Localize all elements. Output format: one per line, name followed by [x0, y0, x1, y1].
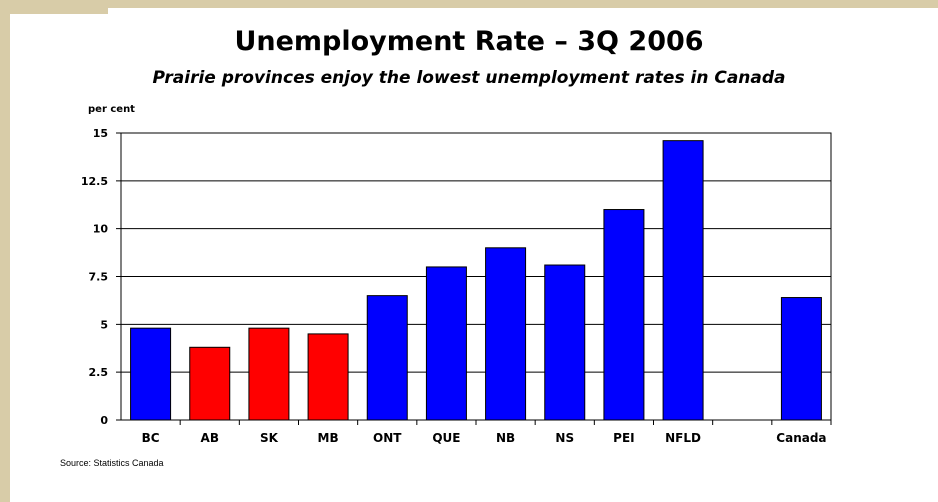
x-category-label: Canada: [776, 431, 826, 445]
bar-mb: [307, 333, 349, 421]
bar-pei: [603, 209, 645, 421]
bar-bc: [130, 327, 172, 421]
y-tick-label: 5: [100, 318, 108, 331]
bar-nb: [485, 247, 527, 421]
y-tick-label: 7.5: [89, 271, 109, 284]
x-category-label: QUE: [432, 431, 460, 445]
plot-area-frame: [120, 132, 832, 421]
x-category-labels: BC AB SK MB ONT QUE NB NS PEI NFLD Canada: [142, 431, 827, 445]
y-axis-unit-label: per cent: [88, 104, 135, 115]
y-tick-label: 12.5: [81, 175, 108, 188]
chart-title: Unemployment Rate – 3Q 2006: [234, 26, 704, 57]
x-category-label: NFLD: [665, 431, 701, 445]
bar-ont: [366, 295, 408, 421]
bar-nfld: [662, 140, 704, 421]
x-category-label: BC: [142, 431, 160, 445]
y-tick-label: 15: [93, 127, 108, 140]
chart-subtitle: Prairie provinces enjoy the lowest unemp…: [152, 68, 786, 88]
bar-que: [425, 266, 467, 421]
top-left-decor-block: [0, 0, 108, 14]
bar-ns: [544, 264, 586, 421]
y-tick-labels: 0 2.5 5 7.5 10 12.5 15: [81, 127, 108, 427]
source-note: Source: Statistics Canada: [60, 458, 164, 468]
y-tick-label: 0: [100, 414, 108, 427]
bar-ab: [189, 346, 231, 421]
x-category-label: ONT: [373, 431, 402, 445]
top-decor-bar: [0, 0, 938, 8]
bar-canada: [780, 297, 822, 421]
x-category-label: PEI: [613, 431, 634, 445]
bar-sk: [248, 327, 290, 421]
x-category-label: NB: [496, 431, 515, 445]
y-tick-label: 10: [93, 223, 109, 236]
x-category-label: MB: [318, 431, 339, 445]
left-decor-bar: [0, 0, 10, 502]
x-category-label: NS: [555, 431, 574, 445]
x-category-label: AB: [201, 431, 219, 445]
bars: [130, 140, 822, 421]
x-category-label: SK: [260, 431, 279, 445]
y-tick-label: 2.5: [89, 366, 109, 379]
